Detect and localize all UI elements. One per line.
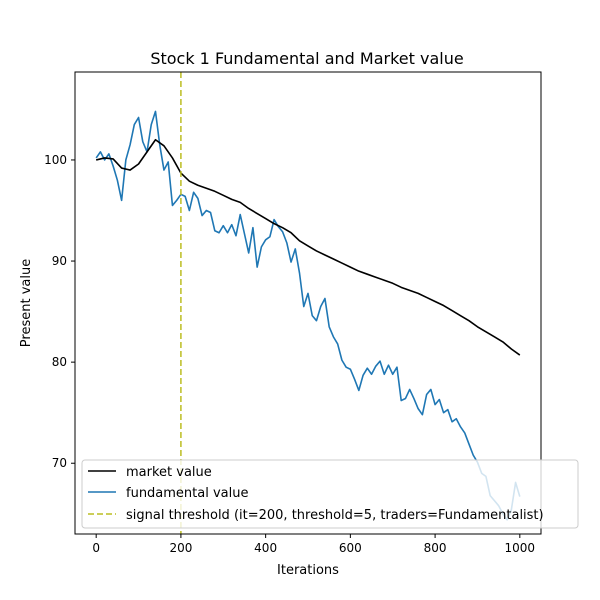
x-tick-label: 600 [339, 541, 362, 555]
x-tick-label: 200 [169, 541, 192, 555]
y-tick-label: 100 [44, 153, 67, 167]
plot-frame [74, 71, 542, 535]
x-tick-label: 1000 [505, 541, 536, 555]
series-line-market-value [95, 138, 521, 356]
x-axis: 0 200 400 600 800 1000 [92, 534, 535, 555]
y-axis-label: Present value [19, 259, 34, 347]
y-tick-label: 70 [52, 456, 67, 470]
y-tick-label: 90 [52, 254, 67, 268]
legend-label-threshold: signal threshold (it=200, threshold=5, t… [126, 508, 544, 523]
x-axis-label: Iterations [277, 563, 339, 578]
legend-box [81, 459, 579, 529]
y-tick-label: 80 [52, 355, 67, 369]
chart-title: Stock 1 Fundamental and Market value [150, 49, 463, 68]
legend-label-market: market value [126, 465, 212, 480]
x-tick-label: 800 [424, 541, 447, 555]
legend-label-fundamental: fundamental value [126, 486, 249, 501]
y-axis: 70 80 90 100 [44, 153, 75, 470]
x-tick-label: 400 [254, 541, 277, 555]
plot-area [95, 72, 521, 534]
x-tick-label: 0 [92, 541, 100, 555]
legend: market value fundamental value signal th… [81, 459, 579, 529]
series-line-fundamental-value [95, 110, 521, 521]
